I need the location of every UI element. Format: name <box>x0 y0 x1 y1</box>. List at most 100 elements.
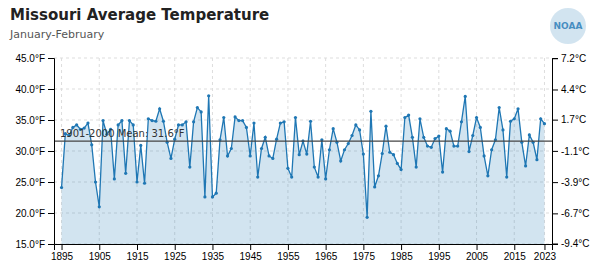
point <box>226 154 229 157</box>
point <box>362 153 365 156</box>
point <box>449 130 452 133</box>
point <box>399 168 402 171</box>
point <box>539 117 542 120</box>
point <box>464 95 467 98</box>
point <box>200 110 203 113</box>
point <box>305 153 308 156</box>
point <box>233 115 236 118</box>
tick: 1895 <box>51 244 74 262</box>
tick: 7.2°C <box>552 53 586 64</box>
point <box>132 123 135 126</box>
point <box>60 186 63 189</box>
point <box>75 123 78 126</box>
tick: 35.0°F <box>15 115 54 126</box>
point <box>505 175 508 178</box>
tick-mark <box>552 89 558 90</box>
tick-mark <box>48 244 54 245</box>
point <box>215 192 218 195</box>
point <box>267 154 270 157</box>
point <box>347 142 350 145</box>
point <box>467 150 470 153</box>
tick-label: 1955 <box>277 251 300 262</box>
point <box>475 116 478 119</box>
point <box>373 185 376 188</box>
point <box>90 143 93 146</box>
subtitle: January-February <box>9 28 105 41</box>
tick: -1.1°C <box>552 146 589 157</box>
tick-label: 1935 <box>202 251 225 262</box>
tick: 1945 <box>240 244 263 262</box>
tick-mark <box>48 89 54 90</box>
point <box>332 127 335 130</box>
marks <box>54 94 552 244</box>
tick-label: 2005 <box>466 251 489 262</box>
tick-mark <box>544 244 545 250</box>
point <box>543 122 546 125</box>
tick: 1925 <box>164 244 187 262</box>
y2-axis: 7.2°C4.4°C1.7°C-1.1°C-3.9°C-6.7°C-9.4°C <box>552 53 589 249</box>
tick-mark <box>514 244 515 250</box>
tick-mark <box>48 213 54 214</box>
tick-label: 1975 <box>353 251 376 262</box>
point <box>279 122 282 125</box>
point <box>150 119 153 122</box>
tick-label: 1925 <box>164 251 187 262</box>
point <box>350 134 353 137</box>
point <box>237 119 240 122</box>
point <box>324 177 327 180</box>
point <box>177 123 180 126</box>
tick-label: 30.0°F <box>15 146 45 157</box>
point <box>415 166 418 169</box>
tick-label: 25.0°F <box>15 177 45 188</box>
point <box>230 147 233 150</box>
tick: 2015 <box>504 244 527 262</box>
point <box>124 172 127 175</box>
tick: 1935 <box>202 244 225 262</box>
point <box>139 144 142 147</box>
point <box>313 166 316 169</box>
point <box>86 122 89 125</box>
point <box>158 107 161 110</box>
point <box>203 195 206 198</box>
tick-label: 1895 <box>51 251 74 262</box>
tick-label: -6.7°C <box>561 208 589 219</box>
tick: 30.0°F <box>15 146 54 157</box>
point <box>388 151 391 154</box>
point <box>403 116 406 119</box>
mean-line <box>54 140 552 141</box>
point <box>513 117 516 120</box>
tick-mark <box>363 244 364 250</box>
point <box>222 116 225 119</box>
point <box>101 119 104 122</box>
tick-mark <box>48 182 54 183</box>
point <box>339 159 342 162</box>
point <box>260 147 263 150</box>
point <box>437 135 440 138</box>
point <box>392 153 395 156</box>
point <box>271 157 274 160</box>
point <box>283 120 286 123</box>
tick: 1985 <box>390 244 413 262</box>
watermark-circle <box>550 8 586 44</box>
point <box>486 174 489 177</box>
axis-line <box>55 245 553 251</box>
point <box>479 126 482 129</box>
title: Missouri Average Temperature <box>10 6 269 24</box>
watermark-text: NOAA <box>554 21 583 31</box>
point <box>460 120 463 123</box>
grid <box>54 58 552 244</box>
point <box>433 137 436 140</box>
point <box>135 180 138 183</box>
point <box>422 136 425 139</box>
point <box>294 116 297 119</box>
point <box>369 110 372 113</box>
point <box>147 117 150 120</box>
chart: Missouri Average Temperature January-Febr… <box>0 0 600 270</box>
point <box>264 136 267 139</box>
point <box>516 107 519 110</box>
tick-mark <box>99 244 100 250</box>
tick-label: 1905 <box>89 251 112 262</box>
tick: -3.9°C <box>552 177 589 188</box>
tick-mark <box>175 244 176 250</box>
tick-mark <box>62 244 63 250</box>
